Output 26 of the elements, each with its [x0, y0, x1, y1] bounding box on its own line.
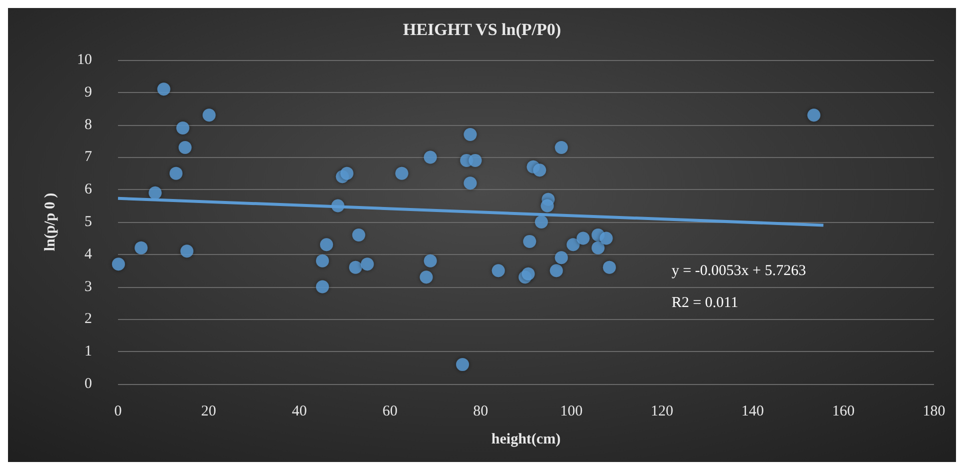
- x-tick-label: 40: [292, 404, 307, 420]
- y-tick-label: 2: [84, 311, 92, 328]
- y-tick-label: 9: [84, 84, 92, 100]
- y-tick-label: 3: [84, 278, 92, 295]
- annotation: R2 = 0.011: [672, 295, 738, 311]
- y-tick-label: 7: [84, 149, 92, 166]
- chart-title: HEIGHT VS ln(P/P0): [402, 20, 562, 39]
- x-tick-label: 0: [114, 404, 122, 420]
- y-tick-label: 8: [84, 116, 92, 133]
- x-tick-label: 60: [382, 404, 398, 420]
- x-tick-label: 180: [922, 404, 946, 420]
- x-tick-label: 20: [201, 404, 216, 420]
- y-tick-label: 0: [84, 376, 92, 392]
- x-tick-label: 140: [741, 404, 764, 420]
- y-axis-title: ln(p/p 0 ): [42, 192, 58, 252]
- y-tick-label: 10: [77, 52, 92, 68]
- annotation: y = -0.0053x + 5.7263: [672, 263, 806, 279]
- x-tick-label: 160: [832, 404, 855, 420]
- x-tick-label: 120: [650, 404, 674, 420]
- y-tick-label: 6: [84, 182, 92, 198]
- x-axis-title: height(cm): [491, 432, 561, 448]
- y-tick-label: 1: [84, 344, 92, 360]
- x-tick-label: 80: [473, 404, 488, 420]
- y-tick-label: 5: [84, 214, 92, 230]
- y-tick-label: 4: [84, 246, 92, 262]
- x-tick-label: 100: [560, 404, 583, 420]
